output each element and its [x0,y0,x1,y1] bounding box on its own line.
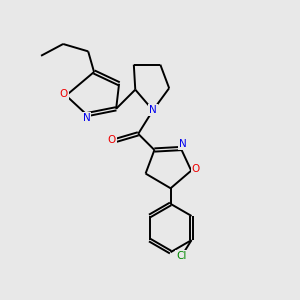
Text: O: O [60,89,68,99]
Text: O: O [108,135,116,145]
Text: O: O [191,164,200,174]
Text: N: N [83,113,91,123]
Text: Cl: Cl [176,251,186,261]
Text: N: N [178,139,186,149]
Text: N: N [149,105,157,115]
